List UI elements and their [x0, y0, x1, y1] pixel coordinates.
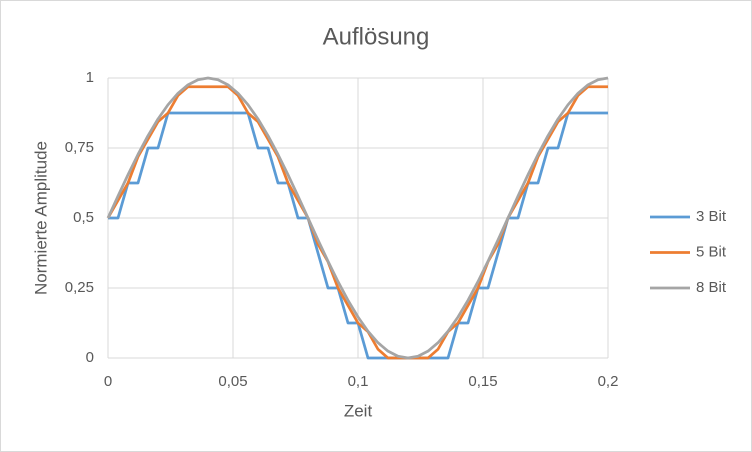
x-tick-label: 0,1 — [348, 373, 369, 390]
legend-label: 8 Bit — [696, 279, 727, 296]
chart-title: Auflösung — [323, 23, 430, 50]
x-axis-title: Zeit — [344, 401, 373, 420]
y-tick-label: 1 — [86, 69, 94, 86]
y-axis-title: Normierte Amplitude — [31, 141, 50, 295]
series-line — [106, 85, 608, 360]
x-tick-label: 0,2 — [598, 373, 619, 390]
y-tick-label: 0,5 — [73, 209, 94, 226]
y-tick-label: 0,75 — [65, 139, 94, 156]
legend-label: 5 Bit — [696, 243, 727, 260]
y-tick-label: 0 — [86, 349, 94, 366]
series-line — [106, 76, 609, 360]
x-tick-label: 0,15 — [468, 373, 497, 390]
x-tick-label: 0,05 — [218, 373, 247, 390]
x-tick-label: 0 — [104, 373, 112, 390]
legend-label: 3 Bit — [696, 208, 727, 225]
y-tick-label: 0,25 — [65, 279, 94, 296]
